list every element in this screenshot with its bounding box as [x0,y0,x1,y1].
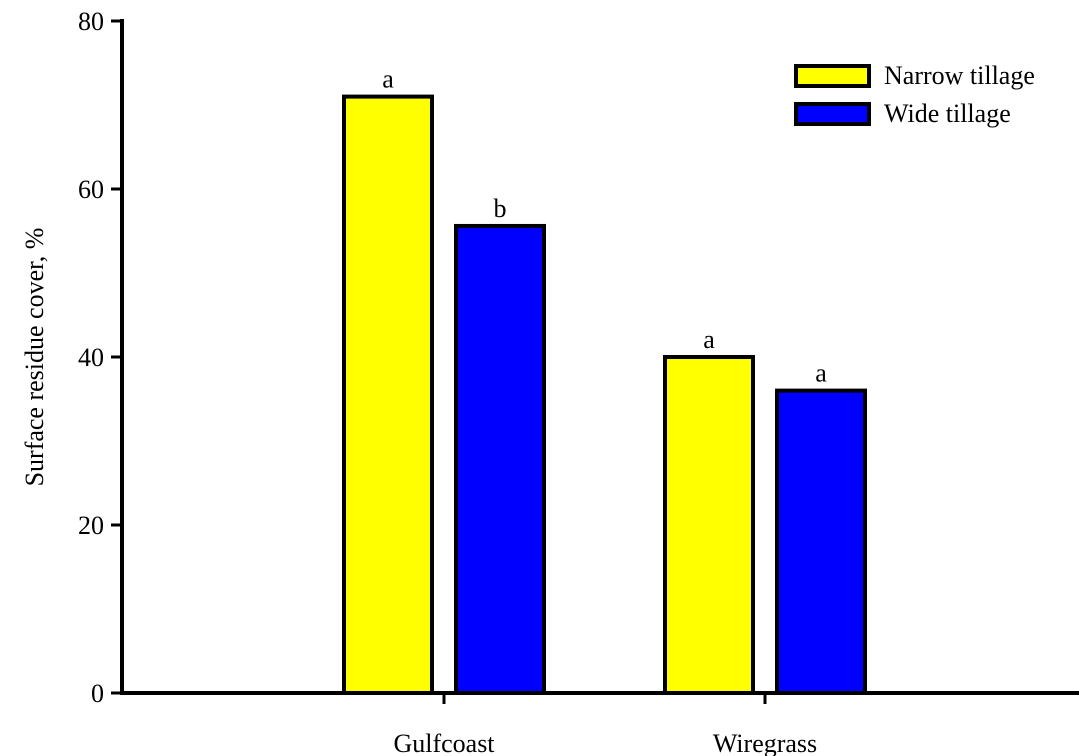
bars: a b a a [342,65,867,696]
legend: Narrow tillage Wide tillage [794,61,1035,128]
y-axis-title: Surface residue cover, % [20,228,49,487]
x-axis: Gulfcoast Wiregrass [120,691,1079,756]
y-tick-label: 60 [78,175,104,204]
y-axis: 0 20 40 60 80 [78,7,124,708]
bar-significance-label: a [815,359,827,388]
legend-swatch [794,64,871,88]
legend-swatch [794,102,871,126]
y-tick-label: 80 [78,7,104,36]
x-tick-label: Wiregrass [713,729,817,756]
bar [342,94,434,696]
legend-label: Narrow tillage [884,61,1035,90]
x-tick-label: Gulfcoast [393,729,495,756]
y-tick-label: 40 [78,343,104,372]
bar-significance-label: a [703,325,715,354]
y-tick-label: 0 [91,679,104,708]
bar-significance-label: a [382,65,394,94]
bar [663,355,755,695]
bar-significance-label: b [494,194,507,223]
legend-label: Wide tillage [884,99,1011,128]
bar [775,388,867,695]
bar [454,223,546,696]
y-tick-label: 20 [78,511,104,540]
